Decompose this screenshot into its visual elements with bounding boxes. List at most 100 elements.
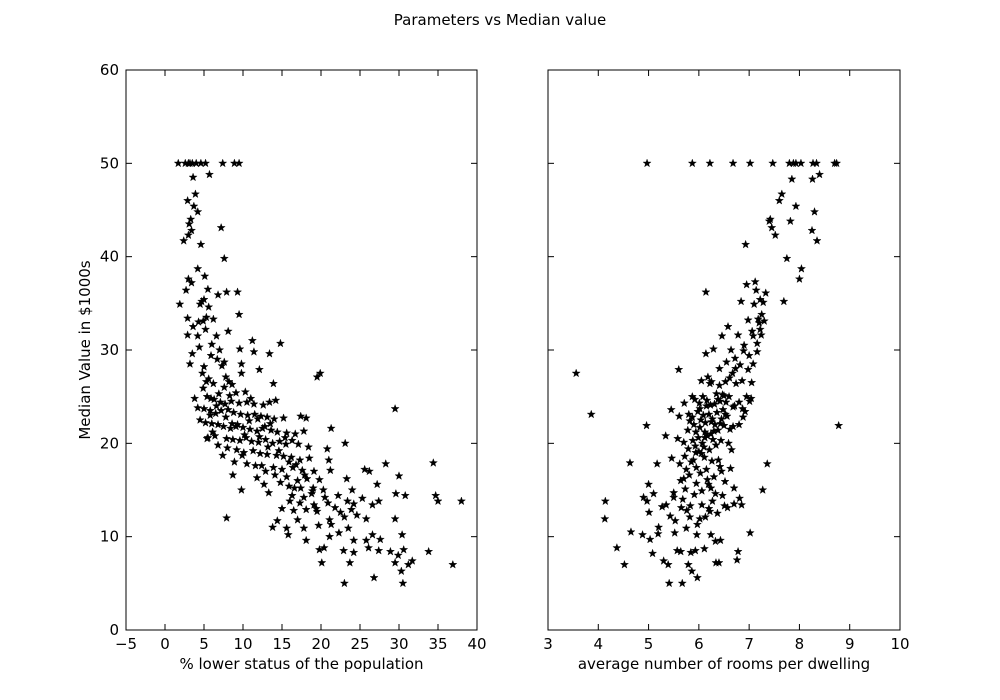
data-point [674, 411, 684, 421]
data-point [733, 330, 743, 339]
data-point [834, 420, 844, 430]
data-point [736, 296, 746, 306]
data-point [215, 345, 225, 354]
data-point [297, 465, 307, 475]
data-point [428, 458, 438, 467]
data-point [742, 279, 752, 289]
data-point [730, 363, 741, 373]
data-point [667, 453, 677, 463]
data-point [734, 419, 744, 429]
data-point [187, 348, 197, 358]
data-point [287, 490, 297, 500]
data-point [390, 514, 400, 523]
data-point [340, 438, 350, 448]
data-point [374, 545, 384, 555]
data-point [707, 496, 717, 506]
data-point [750, 277, 760, 286]
data-point [207, 339, 217, 349]
data-point [205, 410, 215, 420]
data-point [262, 449, 272, 459]
x-axis-label: % lower status of the population [179, 655, 423, 673]
data-point [774, 195, 784, 205]
data-point [705, 378, 715, 388]
data-point [690, 545, 700, 555]
data-point [211, 331, 222, 340]
y-tick-label: 20 [100, 434, 119, 452]
data-point [367, 500, 378, 509]
data-point [782, 253, 792, 263]
data-point [179, 236, 189, 245]
data-point [381, 459, 391, 468]
data-point [261, 434, 271, 444]
data-point [367, 530, 378, 539]
data-point [197, 368, 207, 378]
data-point [600, 514, 610, 523]
data-point [203, 432, 213, 442]
data-point [274, 446, 284, 455]
data-point [249, 347, 259, 356]
data-point [397, 530, 407, 539]
x-axis-label: average number of rooms per dwelling [578, 655, 870, 673]
data-point [272, 516, 282, 525]
data-point [739, 346, 749, 355]
data-point [234, 398, 244, 408]
data-point [250, 409, 260, 419]
data-point [193, 207, 203, 216]
data-point [779, 296, 789, 306]
data-point [730, 401, 740, 410]
data-point [193, 264, 203, 273]
data-point [216, 222, 226, 232]
data-point [264, 397, 275, 407]
data-point [194, 342, 204, 352]
data-point [333, 490, 343, 500]
data-point [222, 287, 232, 297]
data-point [691, 427, 701, 437]
data-point [691, 478, 701, 488]
data-point [762, 459, 772, 468]
data-points [173, 158, 466, 588]
data-point [275, 436, 285, 446]
data-point [722, 502, 733, 512]
data-point [703, 479, 713, 489]
x-tick-label: 5 [199, 635, 209, 653]
data-point [407, 556, 417, 565]
data-point [196, 239, 206, 249]
data-point [726, 445, 737, 454]
data-point [277, 464, 287, 474]
data-point [699, 452, 709, 462]
data-point [324, 455, 334, 465]
data-point [260, 421, 270, 431]
data-point [207, 418, 217, 428]
data-point [199, 404, 209, 413]
data-point [190, 393, 200, 403]
data-point [625, 458, 635, 467]
data-point [218, 450, 228, 460]
data-point [701, 401, 711, 410]
data-point [319, 543, 329, 552]
data-point [729, 499, 739, 508]
data-point [299, 523, 309, 533]
data-point [698, 391, 708, 401]
data-point [626, 527, 636, 536]
data-point [681, 523, 691, 533]
data-point [714, 363, 725, 373]
data-point [218, 158, 228, 168]
data-point [357, 493, 367, 503]
data-point [448, 559, 458, 569]
data-point [346, 504, 356, 514]
data-point [236, 409, 246, 419]
data-point [311, 503, 321, 513]
data-point [223, 404, 233, 414]
data-point [796, 264, 806, 273]
data-point [364, 466, 374, 476]
data-point [704, 409, 714, 419]
data-point [282, 472, 292, 481]
data-point [213, 440, 223, 450]
data-point [282, 523, 292, 533]
data-point [695, 468, 705, 478]
data-point [226, 396, 236, 406]
data-point [745, 396, 755, 406]
data-point [785, 216, 795, 226]
data-point [680, 451, 690, 461]
